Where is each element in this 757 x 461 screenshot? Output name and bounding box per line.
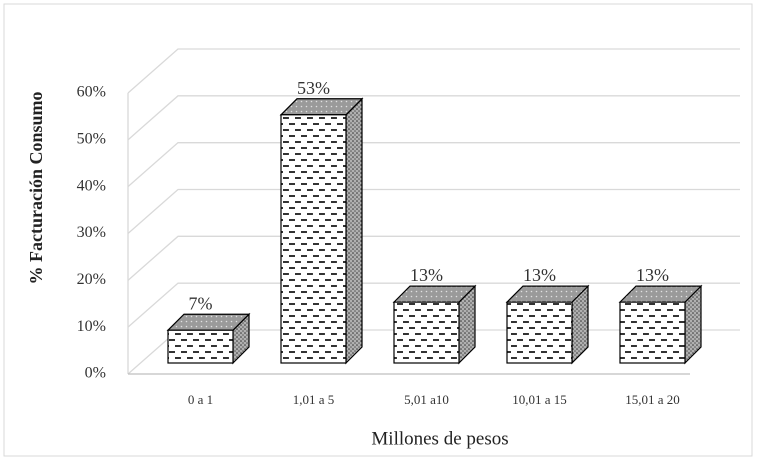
- y-tick-label: 50%: [77, 131, 106, 148]
- bar: [280, 114, 347, 364]
- y-tick-label: 40%: [77, 177, 106, 194]
- grid-line: [127, 142, 740, 188]
- y-tick-label: 20%: [77, 271, 106, 288]
- grid-line: [127, 95, 740, 141]
- y-tick-label: 30%: [77, 224, 106, 241]
- data-label: 53%: [297, 78, 330, 98]
- bar-side: [345, 97, 363, 365]
- x-tick-label: 5,01 a10: [404, 392, 449, 407]
- grid-line: [127, 235, 740, 281]
- data-label: 13%: [410, 265, 443, 285]
- data-label: 7%: [189, 293, 213, 313]
- bar: [619, 301, 686, 364]
- x-tick-label: 1,01 a 5: [293, 392, 335, 407]
- x-tick-label: 15,01 a 20: [625, 392, 680, 407]
- chart-border: [3, 3, 753, 457]
- x-tick-label: 0 a 1: [188, 392, 213, 407]
- y-axis-label: % Facturación Consumo: [26, 92, 46, 285]
- x-axis-label: Millones de pesos: [371, 428, 508, 449]
- grid-line: [127, 282, 740, 328]
- data-label: 13%: [636, 265, 669, 285]
- bar: [506, 301, 573, 364]
- y-tick-label: 10%: [77, 318, 106, 335]
- y-tick-label: 60%: [77, 84, 106, 101]
- bar: [167, 329, 234, 364]
- grid-line: [127, 48, 740, 94]
- y-tick-label: 0%: [85, 365, 106, 382]
- data-label: 13%: [523, 265, 556, 285]
- grid-line: [127, 188, 740, 234]
- x-tick-label: 10,01 a 15: [512, 392, 567, 407]
- bar: [393, 301, 460, 364]
